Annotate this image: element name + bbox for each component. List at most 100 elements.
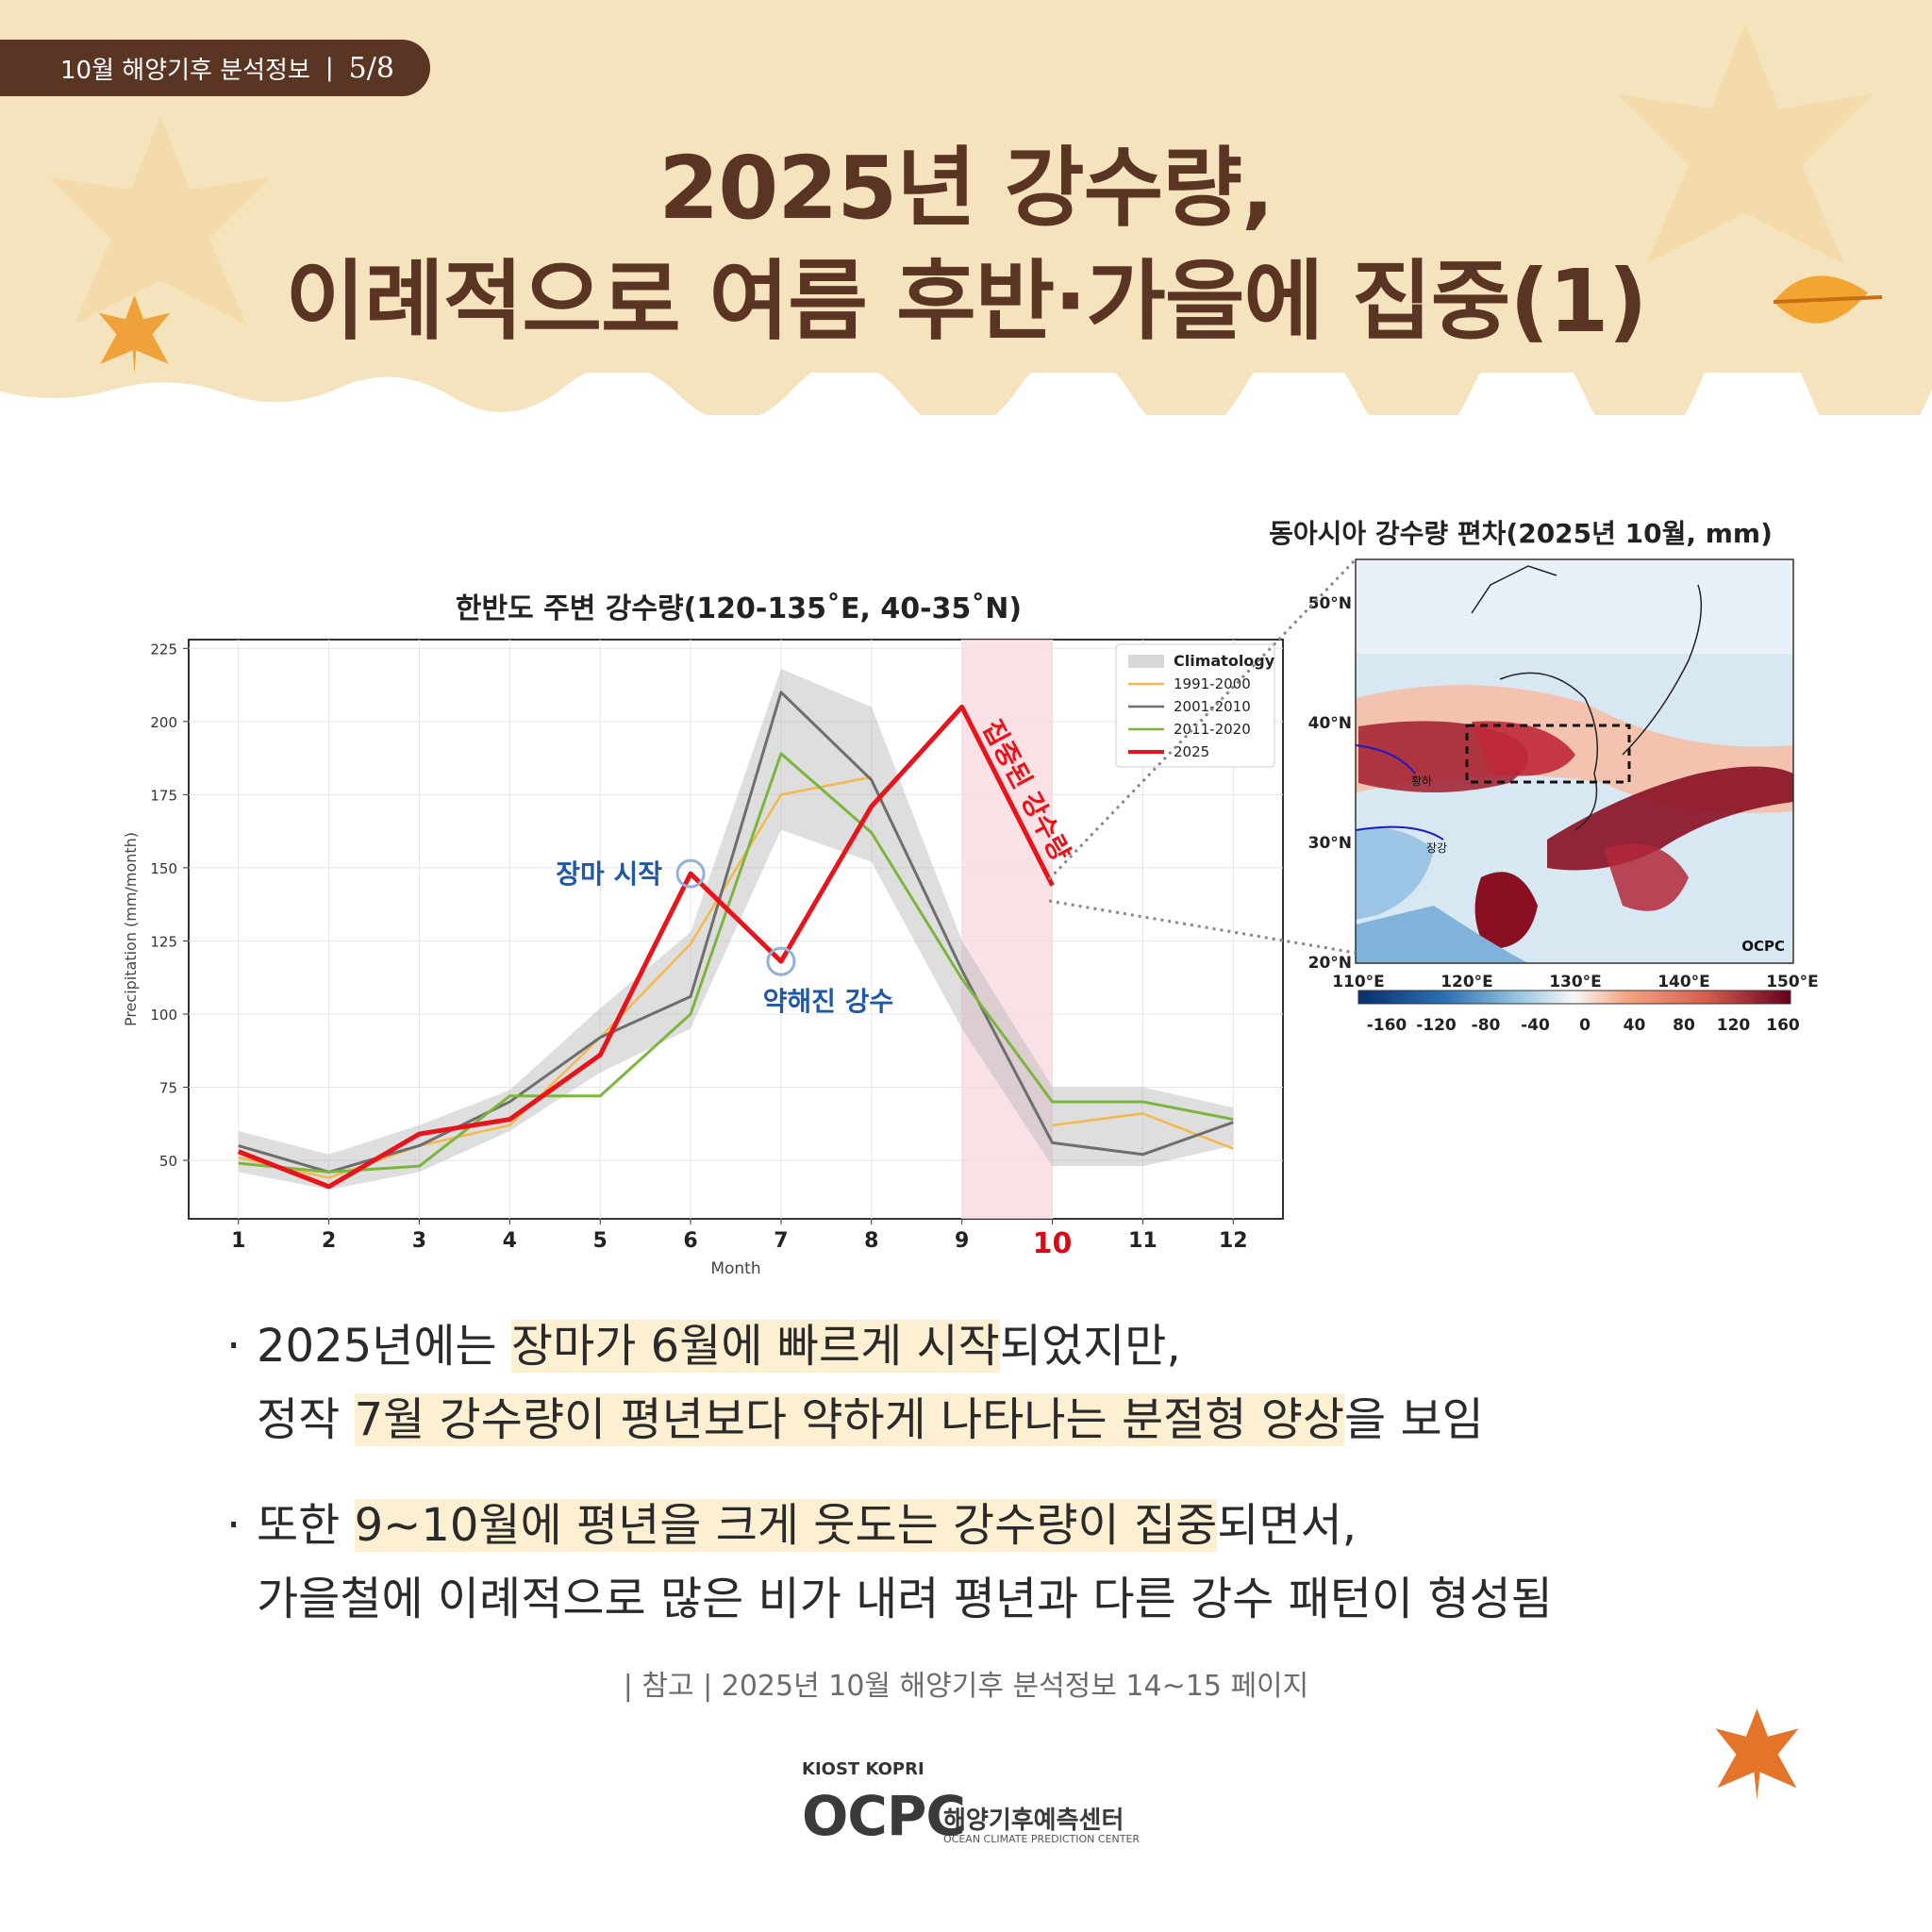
x-tick-label-highlight: 10 [1033,1227,1073,1260]
map-lon-label: 150°E [1766,973,1819,991]
leaf-watermark-icon [1618,24,1873,264]
badge-page-number: 5/8 [348,51,394,85]
text-run: 또한 [257,1499,355,1552]
map-frame [1355,558,1794,964]
x-tick-label: 12 [1219,1229,1248,1253]
annotation-circle [766,946,796,976]
maple-leaf-bottom-icon [1715,1708,1799,1800]
page-title: 2025년 강수량, 이례적으로 여름 후반·가을에 집중(1) [0,132,1932,358]
y-tick-label: 50 [159,1153,177,1170]
badge-separator: | [325,54,334,82]
colorbar-tick-label: 0 [1579,1016,1591,1035]
line-chart-title: 한반도 주변 강수량(120-135˚E, 40-35˚N) [456,591,1022,625]
x-tick-label: 8 [864,1229,878,1253]
legend-label: 1991-2000 [1174,675,1251,692]
series-line-2011-2020 [238,752,1234,1174]
y-tick-label: 100 [150,1007,177,1024]
study-region-box [1465,724,1631,784]
x-axis-label: Month [710,1259,760,1278]
x-axis-ticks: 1 2 3 4 5 6 7 8 9 10 11 12 [231,1219,1248,1260]
zoom-connector-bottom [1048,899,1357,955]
legend-title: Climatology [1174,652,1275,670]
text-run: 되면서, [1217,1499,1357,1552]
colorbar-tick-label: -120 [1416,1016,1457,1035]
leaf-watermark-icon [50,116,271,325]
x-tick-label: 9 [955,1229,969,1253]
text-run: 가을철에 이례적으로 많은 비가 내려 평년과 다른 강수 패턴이 형성됨 [257,1573,1553,1625]
y-tick-label: 125 [150,933,177,950]
x-tick-label: 1 [231,1229,245,1253]
x-tick-label: 7 [774,1229,788,1253]
badge-label: 10월 해양기후 분석정보 [60,56,310,85]
annotation-monsoon-start: 장마 시작 [556,858,662,890]
logo-korean-name: 해양기후예측센터 [943,1807,1124,1835]
y-tick-label: 200 [150,714,177,731]
bullet-line: 2025년에는 장마가 6월에 빠르게 시작되었지만, [257,1309,1783,1383]
text-run: 을 보임 [1344,1393,1484,1446]
colorbar-tick-label: -40 [1521,1016,1550,1035]
map-lon-label: 140°E [1657,973,1710,991]
logo-ocpc: OCPC [802,1784,966,1848]
bullet-item: · 2025년에는 장마가 6월에 빠르게 시작되었지만, 정작 7월 강수량이… [226,1309,1783,1457]
highlight-text: 7월 강수량이 평년보다 약하게 나타나는 분절형 양상 [354,1393,1345,1446]
bullet-line: 가을철에 이례적으로 많은 비가 내려 평년과 다른 강수 패턴이 형성됨 [257,1562,1783,1636]
torn-paper-edge [0,373,1932,420]
colorbar-tick-label: 120 [1717,1016,1751,1035]
reference-note: | 참고 | 2025년 10월 해양기후 분석정보 14~15 페이지 [623,1670,1309,1703]
bullet-dot: · [226,1320,242,1373]
chart-legend: Climatology 1991-2000 2001-2010 2011-2020 20… [1115,643,1275,768]
highlight-text: 장마가 6월에 빠르게 시작 [510,1320,1000,1373]
map-lat-label: 40°N [1308,714,1352,733]
map-watermark: OCPC [1741,938,1785,955]
title-line-1: 2025년 강수량, [658,138,1274,239]
leaf-icon [1773,275,1883,324]
series-line-2025 [237,704,1055,1190]
map-lon-label: 110°E [1332,973,1385,991]
y-tick-label: 75 [159,1079,177,1096]
colorbar-tick-label: 40 [1624,1016,1646,1035]
colorbar-tick-label: -80 [1472,1016,1501,1035]
region-label-hwangha: 황하 [1411,774,1432,788]
maple-leaf-icon [98,294,171,375]
text-run: 2025년에는 [257,1320,511,1373]
map-lat-label: 50°N [1308,594,1352,613]
map-lat-label: 30°N [1308,834,1352,853]
y-tick-label: 225 [150,641,177,658]
legend-box [1115,643,1275,768]
colorbar [1357,990,1791,1005]
map-lat-label: 20°N [1308,954,1352,973]
logo-english-name: OCEAN CLIMATE PREDICTION CENTER [943,1833,1141,1845]
ocpc-logo: KIOST KOPRI OCPC 해양기후예측센터 OCEAN CLIMATE … [802,1759,1179,1863]
legend-swatch-band [1128,655,1164,668]
logo-partners: KIOST KOPRI [802,1759,924,1779]
x-tick-label: 6 [683,1229,697,1253]
highlight-text: 9~10월에 평년을 크게 웃도는 강수량이 집중 [354,1499,1218,1552]
region-label-janggang: 장강 [1426,841,1447,855]
colorbar-ticks: -160 -120 -80 -40 0 40 80 120 160 [1367,1016,1800,1035]
map-title: 동아시아 강수량 편차(2025년 10월, mm) [1269,518,1773,549]
y-tick-label: 175 [150,787,177,804]
text-run: 되었지만, [999,1320,1181,1373]
legend-label: 2001-2010 [1174,698,1251,715]
charts-area: 한반도 주변 강수량(120-135˚E, 40-35˚N) 507510012… [122,518,1819,1278]
map-lon-label: 120°E [1441,973,1493,991]
line-chart-frame [188,639,1284,1220]
colorbar-tick-label: 80 [1673,1016,1695,1035]
legend-label: 2025 [1174,743,1209,760]
x-tick-label: 2 [322,1229,336,1253]
x-tick-label: 5 [593,1229,608,1253]
climatology-band [238,669,1234,1190]
series-line-2001-2010 [238,691,1234,1174]
y-axis-label: Precipitation (mm/month) [122,832,140,1026]
line-series [237,691,1234,1190]
annotation-weakened-rain: 약해진 강수 [763,986,894,1017]
bullet-line: 정작 7월 강수량이 평년보다 약하게 나타나는 분절형 양상을 보임 [257,1383,1783,1457]
bullet-line: 또한 9~10월에 평년을 크게 웃도는 강수량이 집중되면서, [257,1489,1783,1562]
x-tick-label: 11 [1128,1229,1158,1253]
y-tick-label: 150 [150,860,177,877]
map-lon-label: 130°E [1549,973,1602,991]
page-badge: 10월 해양기후 분석정보 | 5/8 [0,40,430,96]
anomaly-map: 황하 장강 OCPC [1356,559,1793,963]
legend-label: 2011-2020 [1174,721,1251,738]
y-axis-ticks: 50 75 100 125 150 175 200 225 [150,641,189,1170]
